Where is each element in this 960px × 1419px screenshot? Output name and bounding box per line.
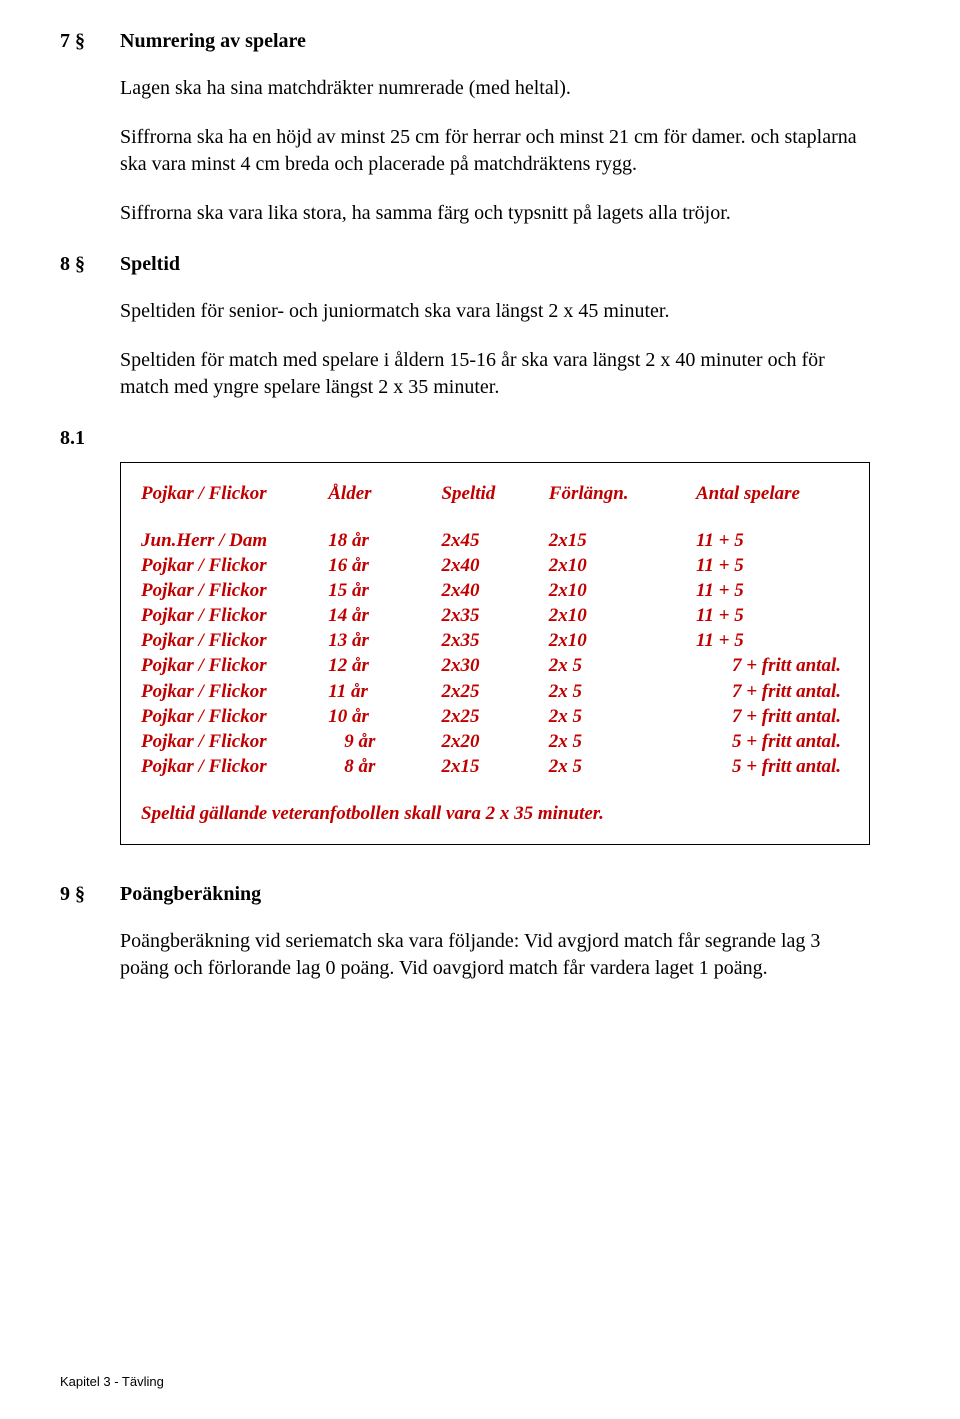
table-row: Pojkar / Flickor15 år2x402x1011 + 5	[141, 578, 849, 603]
section-9: 9 § Poängberäkning Poängberäkning vid se…	[60, 883, 870, 982]
section-8-1-number: 8.1	[60, 427, 120, 450]
td-age: 16 år	[328, 553, 441, 578]
td-age: 9 år	[328, 729, 441, 754]
td-speltid: 2x25	[441, 679, 548, 704]
table-row: Pojkar / Flickor14 år2x352x1011 + 5	[141, 603, 849, 628]
td-antal: 7 + fritt antal.	[696, 704, 849, 729]
td-age: 8 år	[328, 754, 441, 779]
table-row: Pojkar / Flickor10 år2x252x 57 + fritt a…	[141, 704, 849, 729]
td-speltid: 2x40	[441, 578, 548, 603]
td-category: Pojkar / Flickor	[141, 603, 328, 628]
section-8-1: 8.1	[60, 427, 870, 450]
td-age: 18 år	[328, 528, 441, 553]
th-category: Pojkar / Flickor	[141, 481, 328, 528]
speltid-table-box: Pojkar / Flickor Ålder Speltid Förlängn.…	[120, 462, 870, 845]
section-7-para-2: Siffrorna ska ha en höjd av minst 25 cm …	[120, 124, 870, 178]
td-forlangn: 2x10	[549, 553, 696, 578]
td-age: 10 år	[328, 704, 441, 729]
table-row: Pojkar / Flickor13 år2x352x1011 + 5	[141, 628, 849, 653]
td-category: Pojkar / Flickor	[141, 578, 328, 603]
td-speltid: 2x25	[441, 704, 548, 729]
td-age: 12 år	[328, 653, 441, 678]
table-row: Pojkar / Flickor16 år2x402x1011 + 5	[141, 553, 849, 578]
td-antal: 11 + 5	[696, 578, 849, 603]
td-category: Pojkar / Flickor	[141, 729, 328, 754]
table-row: Pojkar / Flickor8 år2x152x 55 + fritt an…	[141, 754, 849, 779]
th-antal: Antal spelare	[696, 481, 849, 528]
td-category: Pojkar / Flickor	[141, 754, 328, 779]
section-9-body: Poängberäkning Poängberäkning vid seriem…	[120, 883, 870, 982]
table-header-row: Pojkar / Flickor Ålder Speltid Förlängn.…	[141, 481, 849, 528]
section-9-title: Poängberäkning	[120, 883, 870, 906]
td-forlangn: 2x10	[549, 578, 696, 603]
td-antal: 7 + fritt antal.	[696, 653, 849, 678]
th-speltid: Speltid	[441, 481, 548, 528]
section-7-number: 7 §	[60, 30, 120, 227]
td-antal: 5 + fritt antal.	[696, 754, 849, 779]
section-7-para-3: Siffrorna ska vara lika stora, ha samma …	[120, 200, 870, 227]
page: 7 § Numrering av spelare Lagen ska ha si…	[0, 0, 960, 1419]
td-speltid: 2x45	[441, 528, 548, 553]
section-7-para-1: Lagen ska ha sina matchdräkter numrerade…	[120, 75, 870, 102]
td-antal: 7 + fritt antal.	[696, 679, 849, 704]
td-speltid: 2x35	[441, 628, 548, 653]
section-7: 7 § Numrering av spelare Lagen ska ha si…	[60, 30, 870, 227]
section-8-1-body	[120, 427, 870, 450]
td-category: Pojkar / Flickor	[141, 704, 328, 729]
td-category: Pojkar / Flickor	[141, 679, 328, 704]
td-antal: 5 + fritt antal.	[696, 729, 849, 754]
td-category: Jun.Herr / Dam	[141, 528, 328, 553]
td-speltid: 2x20	[441, 729, 548, 754]
td-age: 11 år	[328, 679, 441, 704]
section-8: 8 § Speltid Speltiden för senior- och ju…	[60, 253, 870, 401]
section-8-title: Speltid	[120, 253, 870, 276]
td-antal: 11 + 5	[696, 553, 849, 578]
td-forlangn: 2x10	[549, 603, 696, 628]
td-category: Pojkar / Flickor	[141, 653, 328, 678]
speltid-table: Pojkar / Flickor Ålder Speltid Förlängn.…	[141, 481, 849, 779]
section-8-number: 8 §	[60, 253, 120, 401]
td-antal: 11 + 5	[696, 528, 849, 553]
td-speltid: 2x30	[441, 653, 548, 678]
table-row: Pojkar / Flickor9 år2x202x 55 + fritt an…	[141, 729, 849, 754]
td-category: Pojkar / Flickor	[141, 553, 328, 578]
veteran-note: Speltid gällande veteranfotbollen skall …	[141, 801, 849, 826]
th-forlangn: Förlängn.	[549, 481, 696, 528]
td-forlangn: 2x 5	[549, 754, 696, 779]
section-8-para-2: Speltiden för match med spelare i åldern…	[120, 347, 870, 401]
section-9-para-1: Poängberäkning vid seriematch ska vara f…	[120, 928, 870, 982]
td-age: 13 år	[328, 628, 441, 653]
td-antal: 11 + 5	[696, 628, 849, 653]
table-row: Pojkar / Flickor12 år2x302x 57 + fritt a…	[141, 653, 849, 678]
td-category: Pojkar / Flickor	[141, 628, 328, 653]
td-forlangn: 2x10	[549, 628, 696, 653]
th-age: Ålder	[328, 481, 441, 528]
table-row: Pojkar / Flickor11 år2x252x 57 + fritt a…	[141, 679, 849, 704]
td-forlangn: 2x 5	[549, 679, 696, 704]
td-age: 15 år	[328, 578, 441, 603]
td-speltid: 2x35	[441, 603, 548, 628]
td-antal: 11 + 5	[696, 603, 849, 628]
section-9-number: 9 §	[60, 883, 120, 982]
td-age: 14 år	[328, 603, 441, 628]
td-forlangn: 2x 5	[549, 704, 696, 729]
td-forlangn: 2x15	[549, 528, 696, 553]
section-8-para-1: Speltiden för senior- och juniormatch sk…	[120, 298, 870, 325]
td-speltid: 2x15	[441, 754, 548, 779]
table-row: Jun.Herr / Dam18 år2x452x1511 + 5	[141, 528, 849, 553]
td-forlangn: 2x 5	[549, 729, 696, 754]
td-speltid: 2x40	[441, 553, 548, 578]
td-forlangn: 2x 5	[549, 653, 696, 678]
page-footer: Kapitel 3 - Tävling	[60, 1374, 164, 1389]
section-7-title: Numrering av spelare	[120, 30, 870, 53]
section-8-body: Speltid Speltiden för senior- och junior…	[120, 253, 870, 401]
section-7-body: Numrering av spelare Lagen ska ha sina m…	[120, 30, 870, 227]
